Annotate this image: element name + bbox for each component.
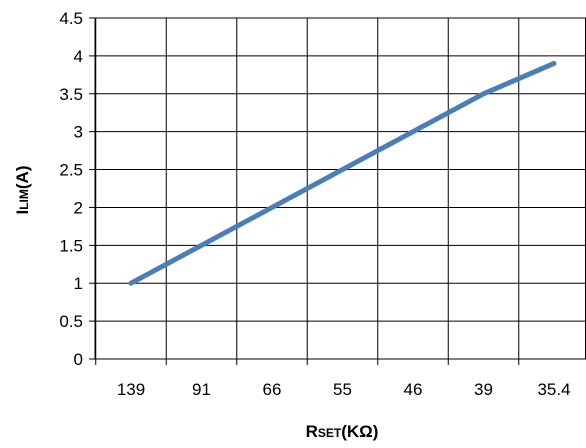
y-tick-label: 2 [74, 198, 83, 217]
y-tick-label: 1 [74, 274, 83, 293]
y-tick-label: 4 [74, 47, 83, 66]
x-axis-title-sub: SET [318, 426, 342, 440]
x-tick-label: 139 [117, 380, 145, 399]
x-axis-title-unit: (KΩ) [341, 422, 378, 441]
x-axis-title-main: R [306, 422, 318, 441]
y-tick-label: 0.5 [59, 312, 83, 331]
chart-grid [95, 17, 586, 365]
x-tick-label: 35.4 [537, 380, 570, 399]
x-axis-title: RSET(KΩ) [306, 422, 379, 441]
y-tick-label: 0 [74, 350, 83, 369]
series-line [128, 60, 557, 286]
x-tick-label: 55 [333, 380, 352, 399]
y-tick-label: 2.5 [59, 161, 83, 180]
y-axis-title: ILIM(A) [13, 165, 32, 214]
x-tick-label: 66 [263, 380, 282, 399]
y-tick-label: 1.5 [59, 236, 83, 255]
x-tick-label: 46 [404, 380, 423, 399]
series-group [128, 60, 557, 286]
y-tick-label: 4.5 [59, 9, 83, 28]
x-tick-label: 91 [192, 380, 211, 399]
plot-area-frame [94, 17, 586, 359]
y-axis-title-unit: (A) [13, 165, 32, 189]
y-tick-label: 3 [74, 123, 83, 142]
x-axis-ticks: 139 91 66 55 46 39 35.4 [117, 380, 571, 399]
y-tick-label: 3.5 [59, 85, 83, 104]
x-tick-label: 39 [474, 380, 493, 399]
y-axis-title-sub: LIM [17, 189, 31, 210]
y-axis-title-main: I [13, 210, 32, 215]
y-axis-ticks: 0 0.5 1 1.5 2 2.5 3 3.5 4 4.5 [59, 9, 95, 369]
